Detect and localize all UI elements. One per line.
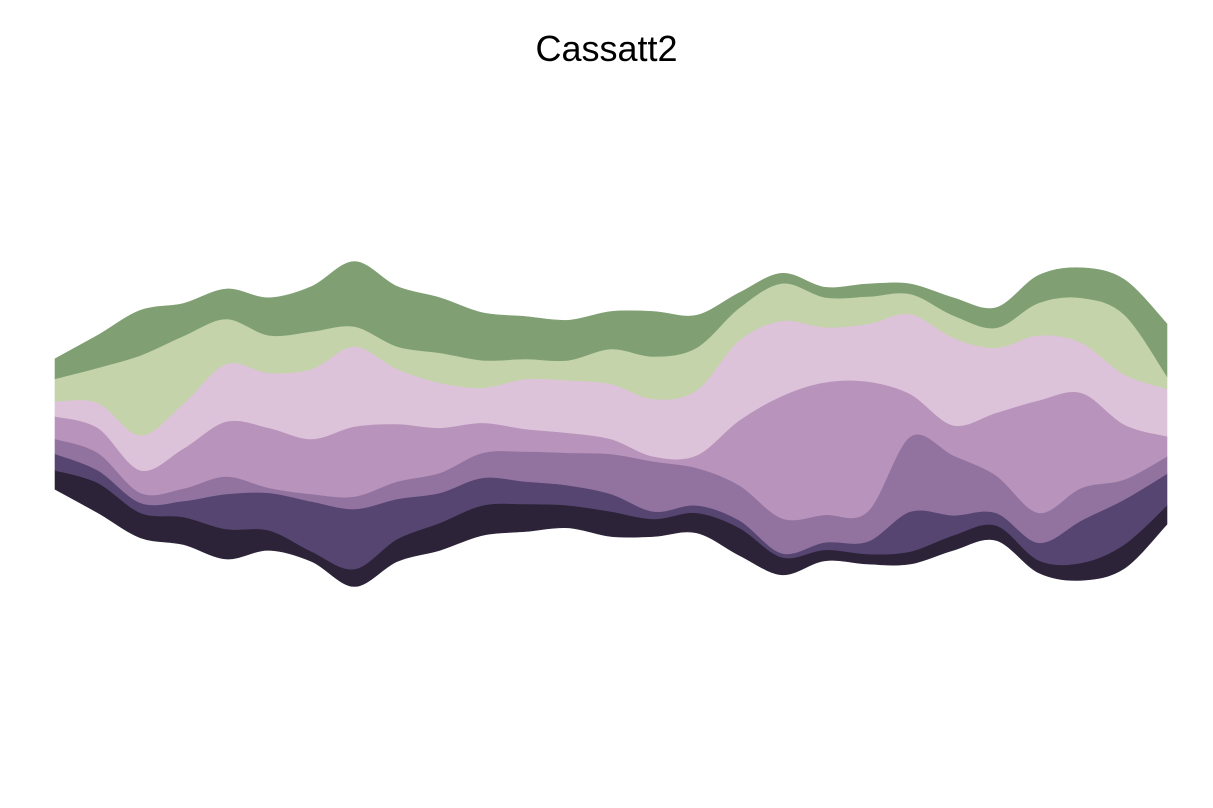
stream-layer-7 (54, 261, 1168, 380)
chart-title: Cassatt2 (535, 28, 678, 69)
